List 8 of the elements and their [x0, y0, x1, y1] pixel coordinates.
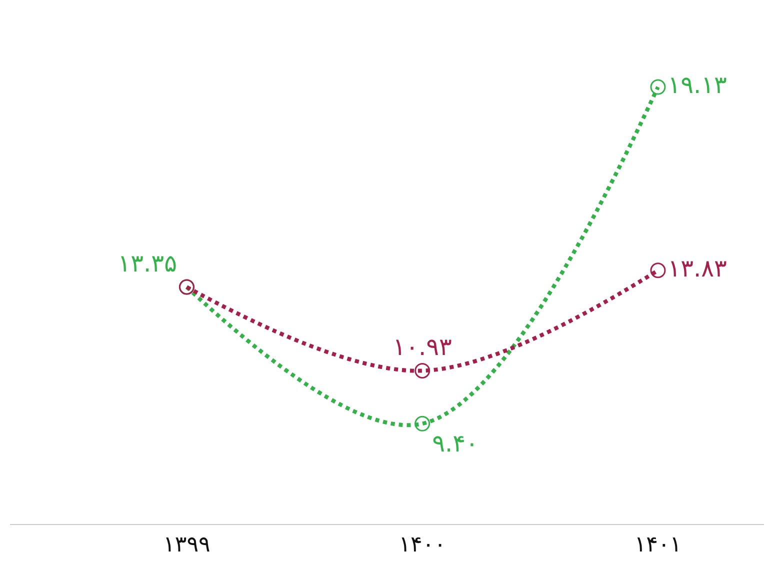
data-label: ۱۳.۸۳	[668, 254, 728, 282]
data-label: ۹.۴۰	[432, 429, 478, 458]
data-label: ۱۹.۱۳	[668, 71, 728, 100]
data-label: ۱۳.۳۵	[118, 249, 177, 278]
x-tick-label: ۱۳۹۹	[163, 532, 210, 558]
x-tick-label: ۱۴۰۰	[398, 532, 446, 558]
data-label: ۱۰.۹۳	[392, 332, 452, 361]
x-tick-label: ۱۴۰۱	[634, 532, 682, 558]
